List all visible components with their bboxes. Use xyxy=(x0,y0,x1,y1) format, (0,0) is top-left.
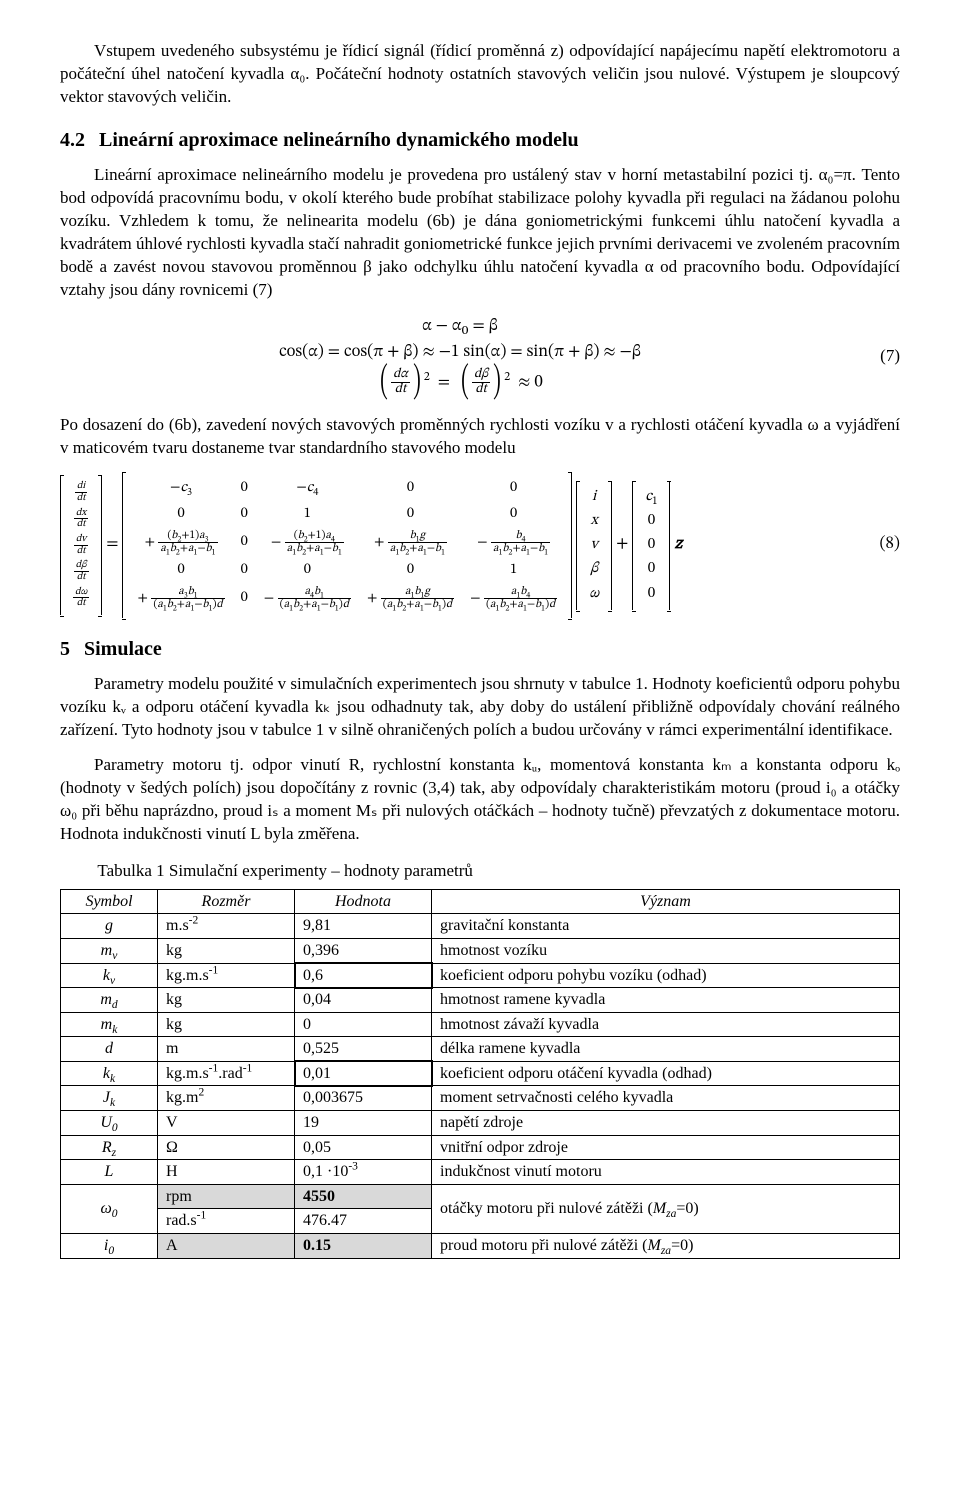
table-row: Jkkg.m20,003675moment setrvačnosti celéh… xyxy=(61,1086,900,1111)
col-meaning: Význam xyxy=(432,889,900,914)
eq8-plus: + xyxy=(616,534,628,557)
table-caption: Tabulka 1 Simulační experimenty – hodnot… xyxy=(97,860,900,883)
equation-7-line1: α − α₀ = β xyxy=(60,316,860,339)
col-symbol: Symbol xyxy=(61,889,158,914)
table-row: dm0,525délka ramene kyvadla xyxy=(61,1037,900,1062)
table-row: U0V19napětí zdroje xyxy=(61,1111,900,1136)
equation-7-number: (7) xyxy=(860,345,900,368)
equation-8-number: (8) xyxy=(869,534,900,557)
table-row: kvkg.m.s-10,6koeficient odporu pohybu vo… xyxy=(61,963,900,988)
eq8-B-vector: c1 0 0 0 0 xyxy=(632,481,670,610)
eq8-state-vector: i x v β ω xyxy=(576,481,612,610)
section-5-p1: Parametry modelu použité v simulačních e… xyxy=(60,673,900,742)
table-row: gm.s-29,81gravitační konstanta xyxy=(61,914,900,939)
equation-7-body: α − α₀ = β cos(α) = cos(π + β) ≈ −1 sin(… xyxy=(60,313,860,400)
table-row: mvkg0,396hmotnost vozíku xyxy=(61,938,900,963)
table-row: ω0rpm4550 otáčky motoru při nulové zátěž… xyxy=(61,1184,900,1209)
eq8-A-matrix: −c30−c400 00100 + (b2+1)a3a1b2+a1−b1 0 −… xyxy=(122,472,572,618)
eq8-equals: = xyxy=(106,534,118,557)
intro-paragraph: Vstupem uvedeného subsystému je řídicí s… xyxy=(60,40,900,109)
equation-7-line3: (dαdt)2 = (dβdt)2 ≈ 0 xyxy=(60,368,860,397)
section-4-2-paragraph: Lineární aproximace nelineárního modelu … xyxy=(60,164,900,302)
equation-7-line2: cos(α) = cos(π + β) ≈ −1 sin(α) = sin(π … xyxy=(60,342,860,365)
table-header-row: Symbol Rozměr Hodnota Význam xyxy=(61,889,900,914)
col-unit: Rozměr xyxy=(158,889,295,914)
equation-7: α − α₀ = β cos(α) = cos(π + β) ≈ −1 sin(… xyxy=(60,313,900,400)
section-4-2-number: 4.2 xyxy=(60,129,85,151)
eq8-z: z xyxy=(674,534,682,557)
eq8-lhs-vector: didt dxdt dvdt dβdt dωdt xyxy=(60,475,102,615)
section-5-number: 5 xyxy=(60,638,70,660)
table-row: mkkg0hmotnost závaží kyvadla xyxy=(61,1012,900,1037)
section-4-2-heading: 4.2 Lineární aproximace nelineárního dyna… xyxy=(60,127,900,154)
col-value: Hodnota xyxy=(295,889,432,914)
table-row: i0A0.15 proud motoru při nulové zátěži (… xyxy=(61,1234,900,1259)
section-5-heading: 5 Simulace xyxy=(60,636,900,663)
table-row: kkkg.m.s-1.rad-10,01koeficient odporu ot… xyxy=(61,1061,900,1086)
section-5-title: Simulace xyxy=(84,638,162,660)
table-row: LH0,1 ·10-3indukčnost vinutí motoru xyxy=(61,1160,900,1185)
section-5-p2: Parametry motoru tj. odpor vinutí R, ryc… xyxy=(60,754,900,846)
section-4-2-title: Lineární aproximace nelineárního dynamic… xyxy=(99,129,579,151)
table-row: mdkg0,04hmotnost ramene kyvadla xyxy=(61,988,900,1013)
table-row: RzΩ0,05vnitřní odpor zdroje xyxy=(61,1135,900,1160)
parameters-table: Symbol Rozměr Hodnota Význam gm.s-29,81g… xyxy=(60,889,900,1259)
equation-8: didt dxdt dvdt dβdt dωdt = −c30−c400 001… xyxy=(60,472,900,618)
after-eq7-paragraph: Po dosazení do (6b), zavedení nových sta… xyxy=(60,414,900,460)
